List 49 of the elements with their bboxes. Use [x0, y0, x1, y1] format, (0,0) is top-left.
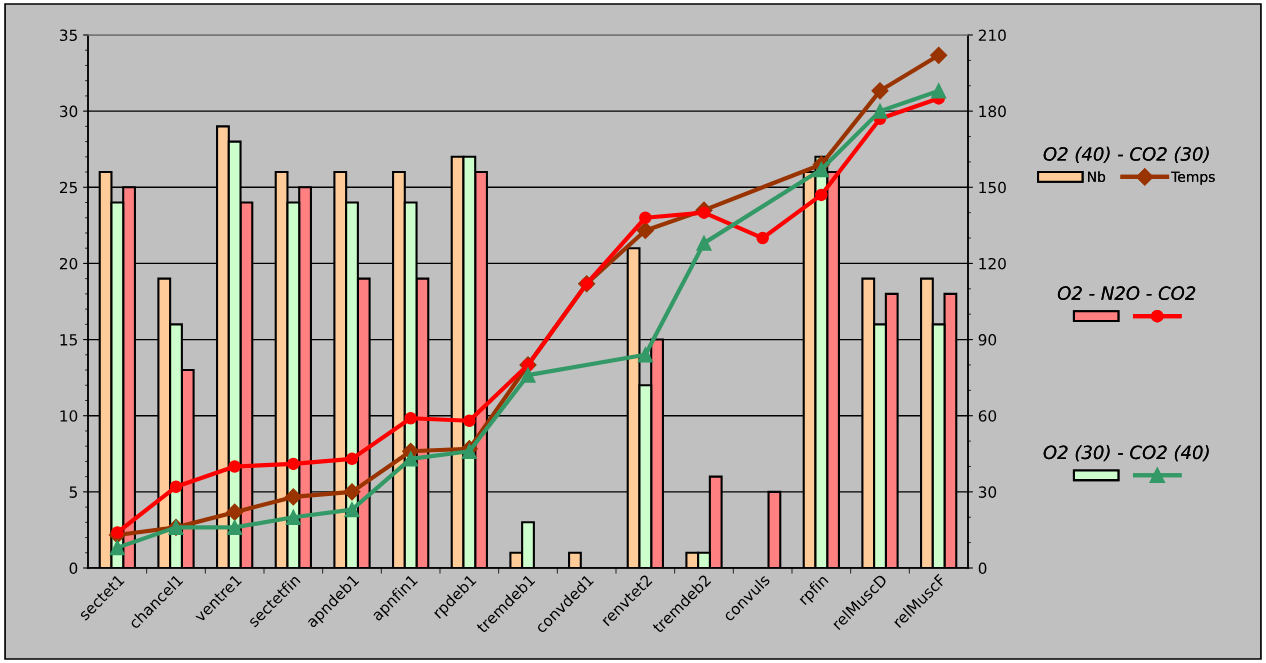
y2-tick-label: 210 [978, 29, 1006, 42]
point [697, 206, 711, 219]
y2-tick-label: 30 [978, 486, 997, 498]
y-tick-label: 30 [60, 105, 78, 118]
point [345, 452, 359, 466]
point [930, 46, 948, 64]
point [285, 509, 301, 525]
y-tick-label: 5 [69, 486, 77, 498]
point [756, 231, 769, 245]
point [404, 412, 417, 425]
point [284, 488, 302, 506]
y2-tick-label: 0 [978, 562, 987, 575]
point [696, 235, 712, 251]
y-tick-label: 15 [60, 334, 77, 346]
point [169, 480, 183, 494]
point [813, 161, 829, 178]
y-tick-label: 20 [59, 257, 78, 270]
point [520, 367, 536, 383]
y-tick-label: 0 [69, 562, 78, 575]
y-tick-label: 35 [60, 29, 77, 42]
point [287, 457, 300, 471]
point [639, 211, 652, 224]
legend-label: Nb [1088, 171, 1106, 182]
point [637, 347, 653, 363]
y2-tick-label: 90 [978, 334, 997, 346]
point [636, 221, 654, 239]
legend-label: Temps [1171, 171, 1215, 185]
y2-tick-label: 60 [978, 410, 997, 422]
point [227, 519, 243, 536]
point [463, 414, 476, 428]
y-tick-label: 10 [60, 410, 78, 422]
text: O2 (30) - CO2 (40) [1043, 445, 1209, 462]
point [931, 83, 947, 99]
text: O2 - N2O - CO2 [1057, 286, 1196, 301]
point [403, 451, 419, 467]
point [344, 501, 360, 518]
point [111, 526, 124, 539]
point [871, 82, 889, 100]
point [109, 540, 125, 556]
y2-tick-label: 120 [979, 257, 1006, 270]
y2-tick-label: 180 [979, 105, 1006, 118]
y2-tick-label: 150 [979, 181, 1006, 194]
point [815, 188, 828, 202]
text: O2 (40) - CO2 (30) [1043, 146, 1209, 163]
point [343, 483, 361, 501]
point [228, 460, 241, 473]
point [872, 103, 888, 119]
point [226, 503, 244, 521]
y-tick-label: 25 [59, 181, 77, 194]
